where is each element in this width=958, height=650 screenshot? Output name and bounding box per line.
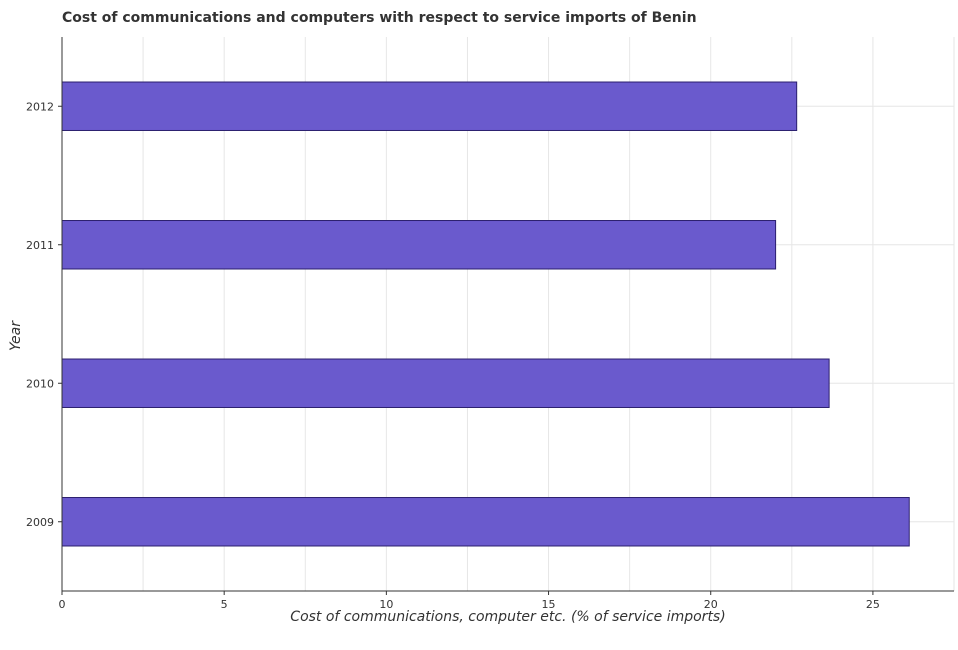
bar-2011 bbox=[61, 220, 777, 270]
x-tick-label: 10 bbox=[379, 598, 393, 611]
y-tick-label: 2011 bbox=[26, 239, 54, 252]
chart-title: Cost of communications and computers wit… bbox=[62, 10, 697, 26]
bars bbox=[61, 81, 910, 547]
bar-2010 bbox=[61, 358, 830, 408]
y-tick-label: 2012 bbox=[26, 100, 54, 113]
y-tick-label: 2010 bbox=[26, 377, 54, 390]
y-tick-label: 2009 bbox=[26, 516, 54, 529]
x-axis-label: Cost of communications, computer etc. (%… bbox=[290, 609, 725, 625]
x-tick-label: 15 bbox=[542, 598, 556, 611]
x-tick-label: 0 bbox=[59, 598, 66, 611]
x-tick-label: 25 bbox=[866, 598, 880, 611]
y-axis-label: Year bbox=[8, 320, 24, 351]
x-tick-label: 5 bbox=[221, 598, 228, 611]
bar-2009 bbox=[61, 497, 910, 547]
x-tick-label: 20 bbox=[704, 598, 718, 611]
bar-2012 bbox=[61, 81, 798, 131]
axes: 2009 2010 2011 2012 0 5 10 15 20 25 bbox=[26, 37, 954, 611]
